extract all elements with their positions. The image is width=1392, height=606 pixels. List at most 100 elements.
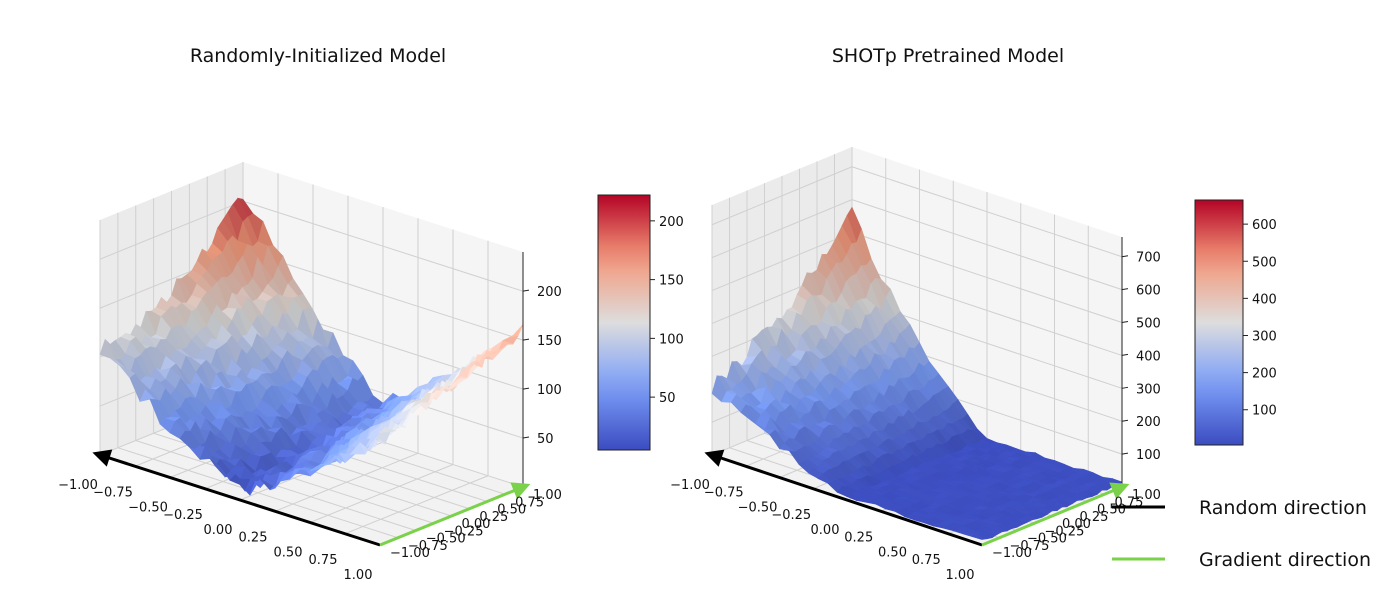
y-tick-label: 0.25	[479, 510, 508, 525]
y-tick-label: 0.00	[462, 517, 491, 532]
x-tick-label: −0.25	[163, 508, 203, 523]
y-tick-label: 1.00	[533, 488, 562, 503]
surface	[711, 206, 1123, 540]
colorbar-tick-label: 50	[659, 391, 676, 406]
x-tick-label: −1.00	[670, 478, 710, 493]
chart-panel-1: SHOTp Pretrained Model 100 200 300 400 500 600…	[670, 45, 1277, 583]
back-grid-line	[242, 200, 524, 292]
x-tick-label: 0.75	[912, 553, 941, 568]
z-tick-label: 700	[1136, 251, 1161, 266]
z-tick-mark	[1121, 353, 1129, 356]
x-axis-line	[711, 453, 983, 547]
y-axis-line	[379, 485, 524, 547]
colorbar-tick-label: 200	[1252, 367, 1277, 382]
z-tick-label: 400	[1136, 349, 1161, 364]
z-tick-label: 600	[1136, 284, 1161, 299]
z-tick-label: 500	[1136, 317, 1161, 332]
x-tick-label: 0.25	[239, 530, 268, 545]
surface	[99, 197, 524, 496]
z-tick-mark	[1121, 321, 1129, 324]
x-tick-label: 0.50	[878, 546, 907, 561]
y-tick-label: −1.00	[390, 546, 430, 561]
x-tick-label: −0.50	[738, 501, 778, 516]
z-tick-mark	[1121, 255, 1129, 258]
surface-facet	[971, 534, 989, 540]
z-tick-label: 150	[537, 334, 562, 349]
y-tick-label: 0.50	[497, 503, 526, 518]
back-grid-line	[851, 166, 1123, 258]
back-grid-line	[851, 232, 1123, 324]
colorbar-tick-label: 100	[1252, 404, 1277, 419]
x-tick-label: 0.50	[274, 546, 303, 561]
x-tick-label: 0.25	[844, 530, 873, 545]
z-tick-label: 100	[537, 383, 562, 398]
colorbar-tick-label: 400	[1252, 292, 1277, 307]
x-tick-label: −0.75	[704, 485, 744, 500]
z-tick-mark	[522, 436, 530, 439]
z-tick-mark	[1121, 452, 1129, 455]
y-tick-label: 0.25	[1080, 510, 1109, 525]
y-axis-line	[981, 485, 1123, 547]
left-grid-line	[711, 232, 853, 291]
floor-grid-line	[309, 464, 454, 523]
x-tick-label: −1.00	[58, 478, 98, 493]
x-tick-label: 1.00	[946, 568, 975, 583]
z-tick-label: 300	[1136, 382, 1161, 397]
colorbar-tick-label: 300	[1252, 329, 1277, 344]
left-grid-line	[711, 166, 853, 226]
colorbar-tick-label: 150	[659, 274, 684, 289]
chart-title: Randomly-Initialized Model	[190, 45, 446, 67]
left-grid-line	[99, 200, 244, 260]
x-tick-label: −0.25	[771, 508, 811, 523]
back-grid-line	[851, 199, 1123, 291]
gradient-direction-arrow	[510, 482, 531, 500]
x-tick-label: 1.00	[344, 568, 373, 583]
colorbar-tick-label: 600	[1252, 218, 1277, 233]
legend-label: Random direction	[1199, 497, 1367, 519]
z-tick-mark	[1121, 386, 1129, 389]
legend-label: Gradient direction	[1199, 549, 1371, 571]
back-grid-line	[242, 249, 524, 341]
y-tick-label: 1.00	[1132, 488, 1161, 503]
legend: Random direction Gradient direction	[1112, 497, 1371, 571]
x-tick-label: −0.75	[93, 485, 133, 500]
y-tick-label: −0.25	[1045, 524, 1085, 539]
colorbar	[597, 194, 651, 451]
y-tick-label: 0.75	[515, 495, 544, 510]
z-tick-label: 50	[537, 432, 554, 447]
y-tick-label: −0.50	[1027, 532, 1067, 547]
chart-panel-0: Randomly-Initialized Model 50 100 150 200 −1.…	[58, 45, 684, 583]
z-tick-label: 200	[537, 285, 562, 300]
z-tick-mark	[522, 289, 530, 292]
z-tick-mark	[522, 338, 530, 341]
random-direction-arrow	[92, 449, 113, 467]
colorbar-tick-label: 500	[1252, 255, 1277, 270]
z-tick-label: 100	[1136, 448, 1161, 463]
y-tick-label: −0.75	[408, 539, 448, 554]
chart-title: SHOTp Pretrained Model	[832, 45, 1064, 67]
left-grid-line	[711, 199, 853, 259]
z-tick-mark	[1121, 419, 1129, 422]
x-tick-label: 0.75	[309, 553, 338, 568]
floor-grid-line	[344, 475, 489, 535]
x-tick-label: 0.00	[811, 523, 840, 538]
back-grid-line	[851, 264, 1123, 356]
z-tick-mark	[522, 387, 530, 390]
colorbar-tick-label: 100	[659, 332, 684, 347]
y-tick-label: −0.50	[426, 532, 466, 547]
y-tick-label: −0.75	[1010, 539, 1050, 554]
y-tick-label: −1.00	[992, 546, 1032, 561]
colorbar	[1194, 199, 1244, 446]
x-axis-line	[99, 453, 381, 547]
surface-facet	[369, 439, 386, 451]
z-tick-label: 200	[1136, 415, 1161, 430]
z-tick-mark	[1121, 288, 1129, 291]
y-tick-label: 0.00	[1062, 517, 1091, 532]
x-tick-label: 0.00	[204, 523, 233, 538]
colorbar-tick-label: 200	[659, 215, 684, 230]
random-direction-arrow	[704, 449, 725, 467]
x-tick-label: −0.50	[128, 501, 168, 516]
y-tick-label: −0.25	[444, 524, 484, 539]
